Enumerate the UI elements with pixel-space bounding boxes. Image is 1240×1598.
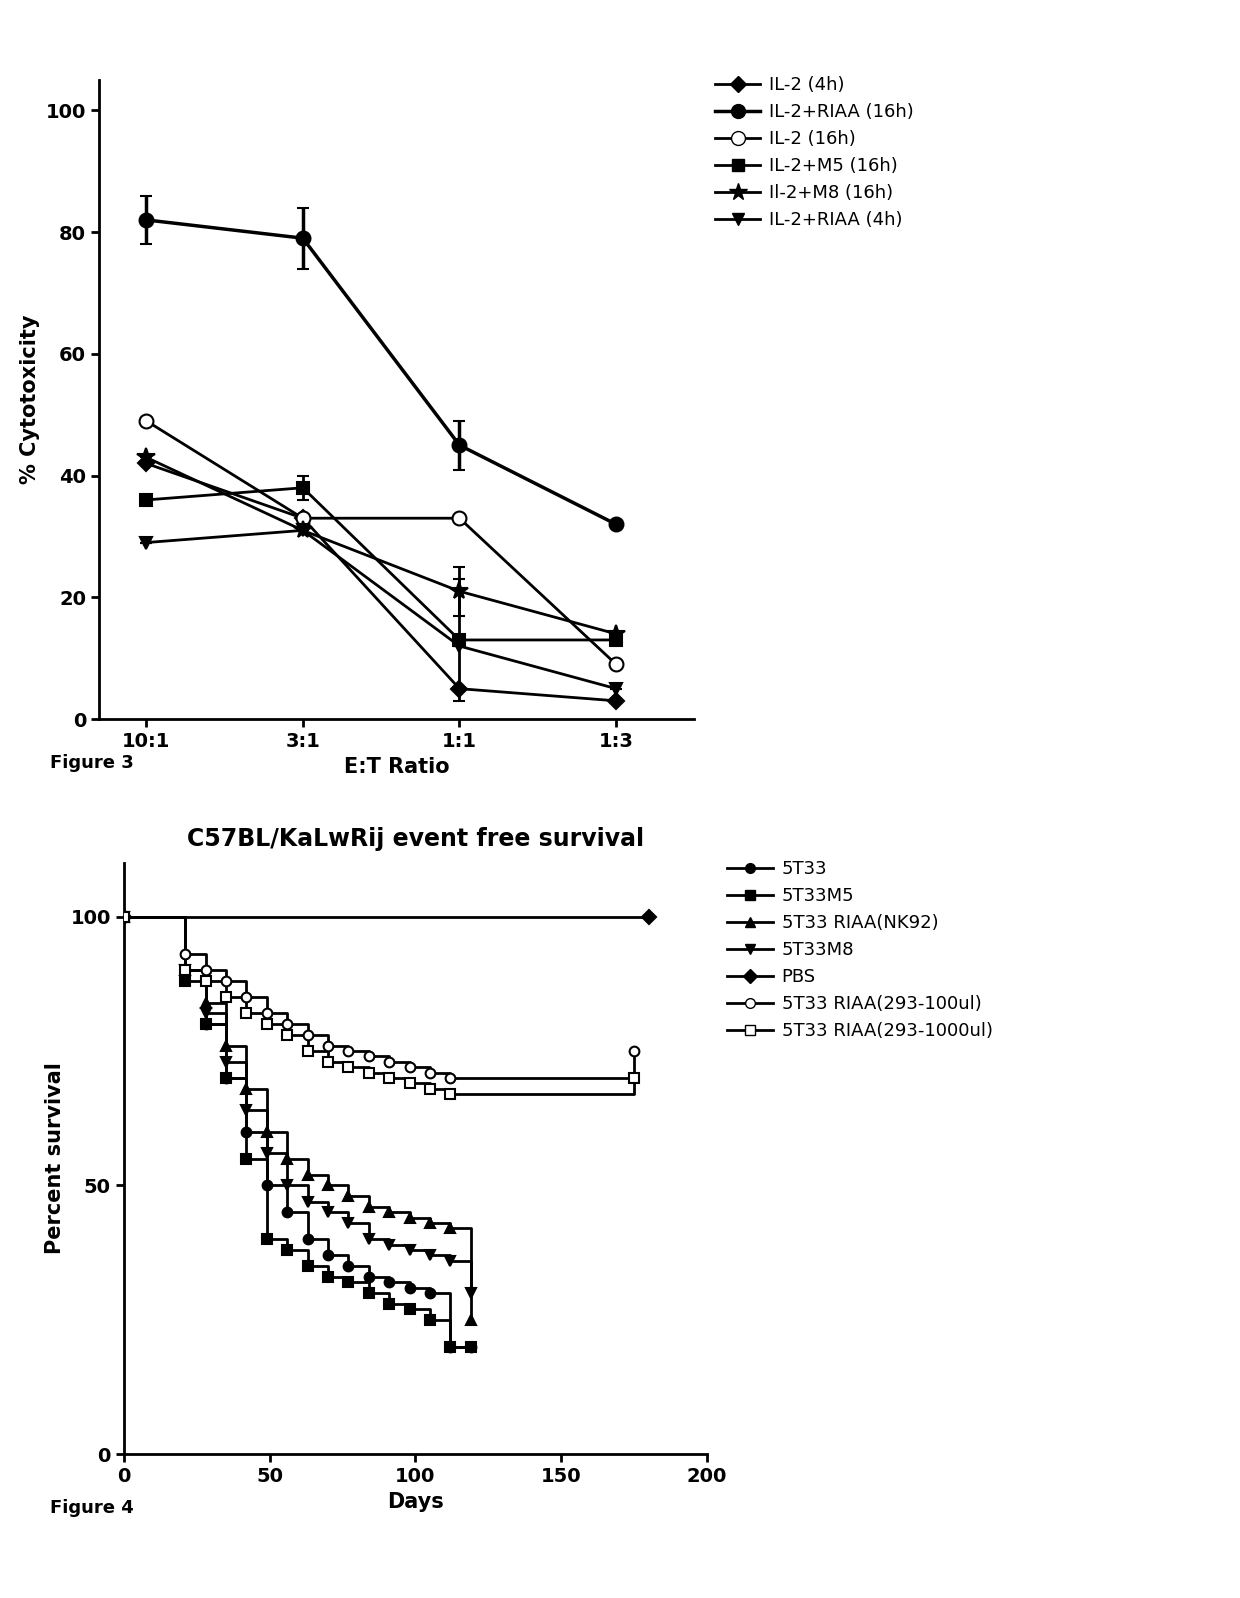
X-axis label: E:T Ratio: E:T Ratio (343, 757, 450, 777)
Text: Figure 3: Figure 3 (50, 754, 134, 772)
Y-axis label: % Cytotoxicity: % Cytotoxicity (20, 315, 40, 484)
Legend: 5T33, 5T33M5, 5T33 RIAA(NK92), 5T33M8, PBS, 5T33 RIAA(293-100ul), 5T33 RIAA(293-: 5T33, 5T33M5, 5T33 RIAA(NK92), 5T33M8, P… (728, 860, 993, 1040)
Text: Figure 4: Figure 4 (50, 1499, 134, 1517)
Title: C57BL/KaLwRij event free survival: C57BL/KaLwRij event free survival (187, 828, 644, 852)
Y-axis label: Percent survival: Percent survival (45, 1063, 64, 1254)
Legend: IL-2 (4h), IL-2+RIAA (16h), IL-2 (16h), IL-2+M5 (16h), Il-2+M8 (16h), IL-2+RIAA : IL-2 (4h), IL-2+RIAA (16h), IL-2 (16h), … (715, 77, 914, 229)
X-axis label: Days: Days (387, 1493, 444, 1512)
